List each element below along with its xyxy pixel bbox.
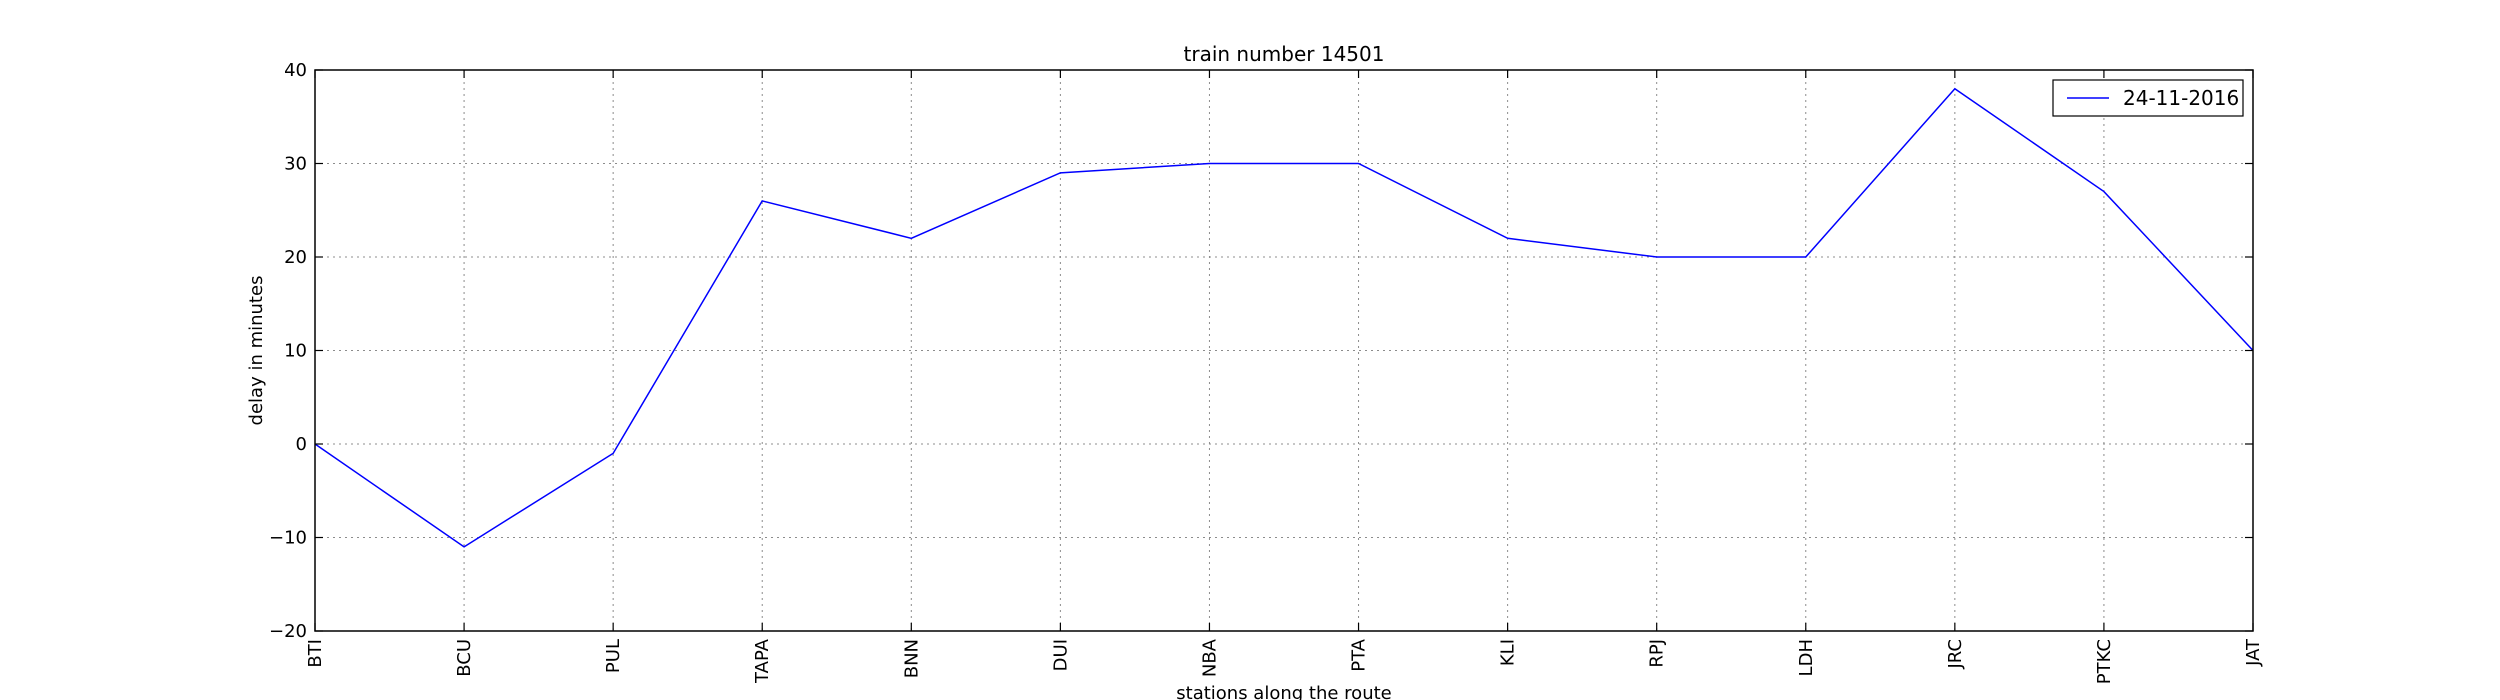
x-tick-label: BTI <box>305 639 326 668</box>
y-axis: −20 −10 0 10 20 30 40 <box>269 60 2253 642</box>
x-tick-label: DUI <box>1050 639 1071 671</box>
legend: 24-11-2016 <box>2052 79 2244 117</box>
x-tick-label: JAT <box>2243 638 2264 667</box>
x-axis-label: stations along the route <box>1176 683 1391 700</box>
series-layer <box>314 87 2254 548</box>
x-tick-label: PTA <box>1349 638 1370 671</box>
y-tick-label: 10 <box>284 341 307 362</box>
y-tick-label: 0 <box>296 434 307 455</box>
series-line <box>314 87 2254 548</box>
x-axis: BTI BCU PUL TAPA BNN DUI NBA PTA KLI RPJ LDH JRC PTK… <box>305 70 2264 684</box>
chart-title: train number 14501 <box>1184 42 1385 66</box>
y-tick-label: 30 <box>284 154 307 175</box>
x-tick-label: NBA <box>1199 638 1220 677</box>
x-tick-label: LDH <box>1796 639 1817 676</box>
x-tick-label: JRC <box>1945 639 1966 670</box>
y-axis-label: delay in minutes <box>246 276 267 426</box>
y-tick-label: −10 <box>269 528 307 549</box>
x-tick-label: PUL <box>603 639 624 673</box>
y-tick-label: −20 <box>269 621 307 642</box>
x-tick-label: KLI <box>1498 639 1519 666</box>
legend-label: 24-11-2016 <box>2123 86 2239 110</box>
x-tick-label: BNN <box>901 639 922 678</box>
y-tick-label: 40 <box>284 60 307 81</box>
x-tick-label: RPJ <box>1647 639 1668 668</box>
x-tick-label: TAPA <box>752 638 773 684</box>
plot-frame <box>314 69 2254 632</box>
x-tick-label: PTKC <box>2094 639 2115 684</box>
y-tick-label: 20 <box>284 247 307 268</box>
x-tick-label: BCU <box>454 639 475 677</box>
grid-lines <box>314 69 2254 632</box>
